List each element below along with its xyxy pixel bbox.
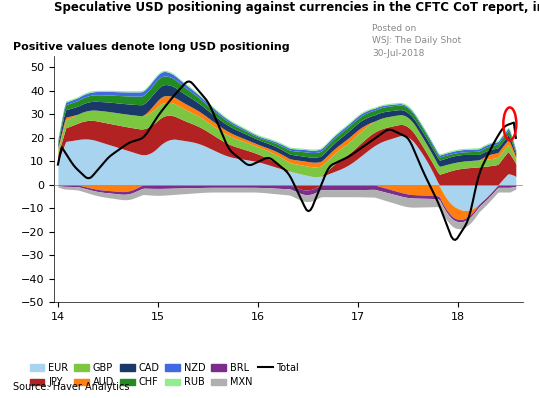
- Text: Posted on
WSJ: The Daily Shot
30-Jul-2018: Posted on WSJ: The Daily Shot 30-Jul-201…: [372, 24, 461, 58]
- Text: Speculative USD positioning against currencies in the CFTC CoT report, in $ bn: Speculative USD positioning against curr…: [54, 1, 539, 14]
- Text: Source: Haver Analytics: Source: Haver Analytics: [13, 382, 130, 392]
- Legend: EUR, JPY, GBP, AUD, CAD, CHF, NZD, RUB, BRL, MXN, Total: EUR, JPY, GBP, AUD, CAD, CHF, NZD, RUB, …: [26, 359, 303, 391]
- Text: Positive values denote long USD positioning: Positive values denote long USD position…: [13, 42, 290, 52]
